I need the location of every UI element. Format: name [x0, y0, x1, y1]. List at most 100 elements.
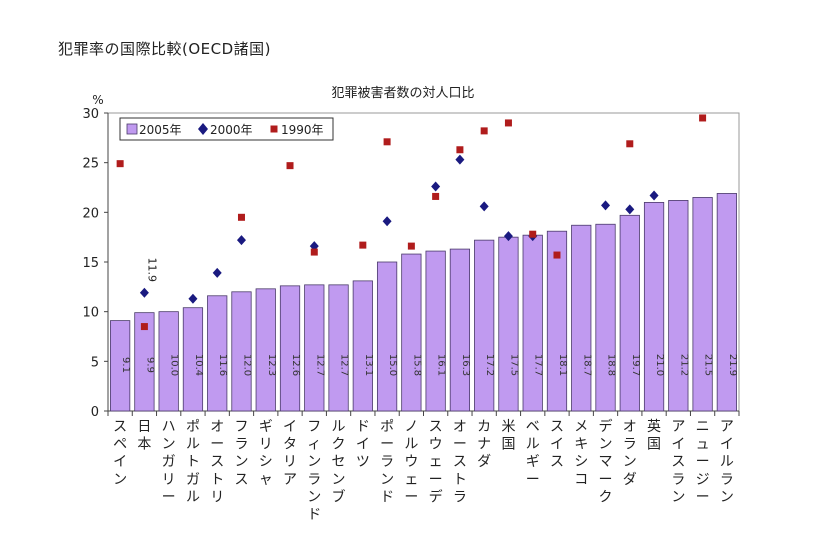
- bar: [401, 253, 422, 412]
- x-category-label: オランダ: [623, 419, 637, 488]
- bar: [595, 223, 616, 412]
- bar: [546, 230, 568, 412]
- x-category-label: ルクセンブ: [332, 419, 346, 505]
- x-category-label: ポーランド: [380, 419, 394, 505]
- bar: [692, 197, 713, 412]
- x-category-label: デンマーク: [599, 418, 613, 505]
- marker-1990: [699, 114, 707, 122]
- bar-value-label: 18.7: [581, 354, 592, 376]
- marker-2000: [503, 231, 513, 242]
- bar-value-label: 12.3: [266, 354, 277, 376]
- y-tick-label: 10: [82, 306, 99, 321]
- bar: [134, 312, 155, 412]
- bar-value-label: 10.0: [169, 354, 180, 376]
- bar-value-label: 10.4: [193, 354, 204, 376]
- marker-1990: [626, 140, 634, 148]
- marker-2000: [625, 204, 635, 215]
- bar: [182, 307, 204, 412]
- x-category-label: スイス: [550, 419, 564, 470]
- x-category-label: アイルラン: [720, 419, 734, 505]
- bar-value-label: 18.8: [606, 354, 617, 376]
- bar: [571, 224, 592, 412]
- bar-value-label: 12.6: [290, 354, 301, 376]
- marker-2000: [479, 201, 489, 212]
- x-category-label: オーストラ: [453, 419, 467, 505]
- bar-value-label: 19.7: [630, 354, 641, 376]
- bar: [474, 239, 495, 412]
- bar-value-label: 17.7: [533, 354, 544, 376]
- bar-value-label: 12.7: [314, 354, 325, 376]
- bar: [304, 284, 325, 412]
- marker-1990: [553, 251, 561, 259]
- bar-value-label: 13.1: [363, 354, 374, 376]
- x-category-label: メキシコ: [574, 419, 588, 488]
- legend-label: 2005年: [139, 123, 182, 137]
- x-category-label: イタリア: [283, 419, 297, 488]
- bar: [279, 285, 301, 412]
- marker-1990: [456, 146, 464, 154]
- chart-title: 犯罪被害者数の対人口比: [331, 85, 474, 101]
- marker-2000: [139, 287, 149, 298]
- bar-value-label: 21.0: [654, 354, 665, 376]
- bar-value-label: 11.6: [217, 354, 228, 376]
- marker-2000: [188, 293, 198, 304]
- marker-1990: [529, 230, 537, 238]
- x-category-label: ノルウェー: [404, 419, 418, 505]
- bar: [498, 236, 519, 412]
- annotation-label: 11.9: [145, 258, 158, 283]
- x-category-label: フィンランド: [307, 419, 321, 523]
- marker-2000: [601, 200, 611, 211]
- marker-1990: [407, 242, 415, 250]
- marker-1990: [310, 248, 318, 256]
- bar: [328, 284, 349, 412]
- marker-1990: [237, 213, 245, 221]
- bar-value-label: 18.1: [557, 354, 568, 376]
- bar: [231, 291, 252, 412]
- bar: [449, 248, 471, 412]
- marker-1990: [432, 192, 440, 200]
- bar-value-label: 15.8: [411, 354, 422, 376]
- legend-label: 2000年: [210, 123, 253, 137]
- y-tick-label: 25: [82, 157, 99, 172]
- x-category-label: ギリシャ: [259, 419, 273, 488]
- marker-1990: [359, 241, 367, 249]
- bar-value-label: 12.0: [241, 354, 252, 376]
- x-category-label: カナダ: [477, 419, 491, 470]
- bar-value-label: 9.9: [144, 357, 155, 373]
- y-axis-unit-label: %: [92, 93, 103, 107]
- marker-1990: [383, 138, 391, 146]
- x-category-label: ドイツ: [356, 419, 370, 470]
- bar-value-label: 21.5: [703, 354, 714, 376]
- bar: [668, 200, 689, 412]
- bar: [425, 250, 446, 412]
- bar: [716, 193, 737, 412]
- y-tick-label: 30: [82, 107, 99, 122]
- bar-value-label: 9.1: [120, 357, 131, 373]
- y-tick-label: 0: [91, 405, 99, 420]
- marker-2000: [212, 267, 222, 278]
- x-category-label: 米国: [501, 419, 515, 453]
- marker-1990: [504, 119, 512, 127]
- legend: 2005年 2000年 1990年: [119, 117, 334, 141]
- bar-value-label: 17.5: [508, 354, 519, 376]
- marker-2000: [455, 154, 465, 165]
- bar-value-label: 16.3: [460, 354, 471, 376]
- plot-area: 0 5 10 15 20 25 30 9.1 9.9 10.0 10.4 11.6 12.0 12.3 12…: [82, 107, 740, 523]
- bar: [643, 201, 665, 412]
- bar-value-label: 16.1: [436, 354, 447, 376]
- bar: [522, 234, 543, 412]
- page-title: 犯罪率の国際比較(OECD諸国): [58, 40, 272, 58]
- bar: [207, 295, 228, 412]
- bar: [619, 214, 640, 412]
- bar: [158, 311, 179, 412]
- marker-2000: [382, 216, 392, 227]
- legend-marker-2000: [198, 123, 208, 135]
- x-category-label: ニュージー: [696, 419, 710, 505]
- marker-1990: [480, 127, 488, 135]
- x-category-label: スペイン: [113, 419, 127, 488]
- bar-value-label: 21.9: [727, 354, 738, 376]
- marker-1990: [140, 323, 148, 331]
- marker-2000: [236, 235, 246, 246]
- marker-2000: [431, 181, 441, 192]
